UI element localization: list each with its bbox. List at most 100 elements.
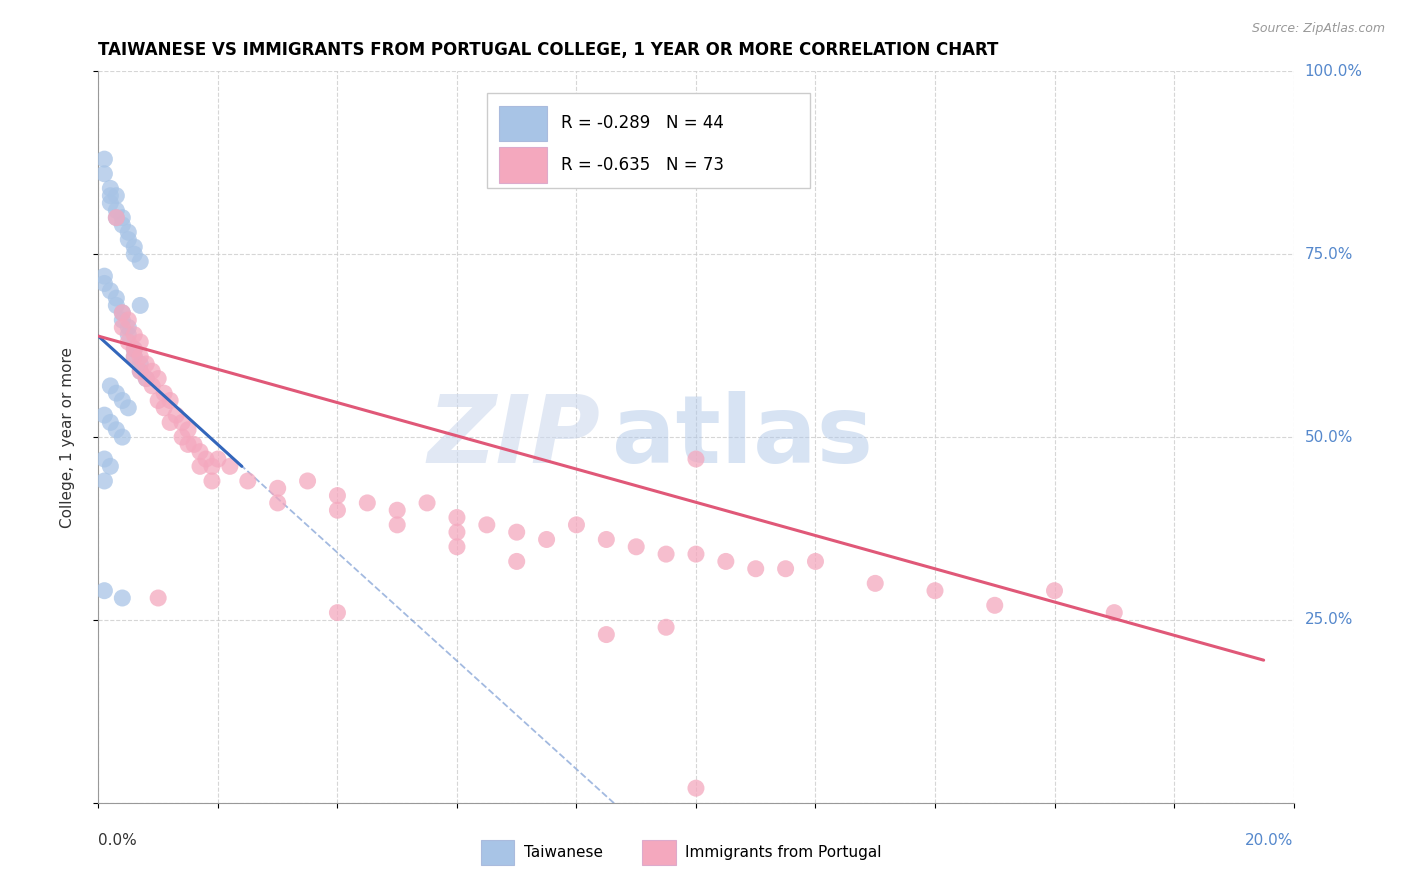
- Point: [804, 554, 827, 568]
- Text: atlas: atlas: [613, 391, 873, 483]
- Point: [111, 313, 134, 327]
- Point: [117, 233, 139, 247]
- Point: [183, 437, 205, 451]
- Point: [595, 533, 617, 547]
- Point: [446, 510, 468, 524]
- Point: [297, 474, 319, 488]
- Point: [201, 459, 224, 474]
- Point: [1043, 583, 1066, 598]
- Point: [98, 284, 122, 298]
- Point: [93, 583, 115, 598]
- Point: [117, 225, 139, 239]
- Text: Source: ZipAtlas.com: Source: ZipAtlas.com: [1251, 22, 1385, 36]
- Point: [267, 496, 290, 510]
- Text: 0.0%: 0.0%: [98, 833, 138, 848]
- Point: [924, 583, 946, 598]
- Point: [105, 211, 128, 225]
- Point: [105, 291, 128, 305]
- Point: [117, 313, 139, 327]
- Point: [111, 393, 134, 408]
- Point: [148, 393, 170, 408]
- Y-axis label: College, 1 year or more: College, 1 year or more: [60, 347, 75, 527]
- Point: [105, 211, 128, 225]
- Point: [475, 517, 498, 532]
- Point: [98, 196, 122, 211]
- Point: [195, 452, 218, 467]
- Point: [177, 437, 200, 451]
- Point: [153, 401, 176, 415]
- Point: [105, 188, 128, 202]
- Point: [775, 562, 797, 576]
- Text: R = -0.289   N = 44: R = -0.289 N = 44: [561, 114, 724, 132]
- Point: [172, 416, 194, 430]
- Point: [385, 503, 409, 517]
- Point: [124, 240, 146, 254]
- Point: [117, 401, 139, 415]
- Point: [565, 517, 588, 532]
- Point: [105, 423, 128, 437]
- Point: [201, 474, 224, 488]
- Point: [177, 423, 200, 437]
- Text: Immigrants from Portugal: Immigrants from Portugal: [685, 845, 882, 860]
- Point: [685, 781, 707, 796]
- Point: [1104, 606, 1126, 620]
- Point: [111, 591, 134, 605]
- Text: Taiwanese: Taiwanese: [524, 845, 603, 860]
- Point: [129, 364, 152, 378]
- Point: [111, 306, 134, 320]
- FancyBboxPatch shape: [499, 147, 547, 183]
- Point: [219, 459, 242, 474]
- FancyBboxPatch shape: [486, 94, 810, 188]
- Point: [129, 357, 152, 371]
- Point: [188, 444, 211, 458]
- Point: [93, 408, 115, 422]
- Point: [111, 306, 134, 320]
- Point: [153, 386, 176, 401]
- Point: [105, 203, 128, 218]
- Text: ZIP: ZIP: [427, 391, 600, 483]
- Point: [159, 393, 181, 408]
- Point: [111, 430, 134, 444]
- Point: [135, 357, 157, 371]
- Point: [626, 540, 648, 554]
- Point: [141, 364, 163, 378]
- Point: [124, 350, 146, 364]
- Point: [124, 350, 146, 364]
- Point: [236, 474, 259, 488]
- Text: TAIWANESE VS IMMIGRANTS FROM PORTUGAL COLLEGE, 1 YEAR OR MORE CORRELATION CHART: TAIWANESE VS IMMIGRANTS FROM PORTUGAL CO…: [98, 41, 998, 59]
- Point: [188, 459, 211, 474]
- Text: 75.0%: 75.0%: [1305, 247, 1353, 261]
- Point: [129, 298, 152, 312]
- Point: [207, 452, 229, 467]
- Point: [165, 408, 187, 422]
- Point: [135, 371, 157, 385]
- Point: [159, 416, 181, 430]
- Point: [111, 211, 134, 225]
- Point: [865, 576, 887, 591]
- Point: [385, 517, 409, 532]
- Point: [93, 452, 115, 467]
- Point: [124, 247, 146, 261]
- Text: 25.0%: 25.0%: [1305, 613, 1353, 627]
- Point: [655, 620, 678, 634]
- Point: [117, 320, 139, 334]
- Point: [984, 599, 1007, 613]
- Point: [111, 218, 134, 232]
- Point: [506, 554, 529, 568]
- Point: [93, 474, 115, 488]
- Point: [93, 152, 115, 166]
- Point: [105, 386, 128, 401]
- Point: [98, 379, 122, 393]
- Point: [595, 627, 617, 641]
- Point: [111, 320, 134, 334]
- FancyBboxPatch shape: [499, 106, 547, 141]
- FancyBboxPatch shape: [481, 840, 515, 865]
- Point: [506, 525, 529, 540]
- Point: [135, 371, 157, 385]
- Point: [148, 591, 170, 605]
- Point: [124, 327, 146, 342]
- Point: [446, 540, 468, 554]
- Point: [124, 343, 146, 357]
- Point: [117, 334, 139, 349]
- Point: [93, 269, 115, 284]
